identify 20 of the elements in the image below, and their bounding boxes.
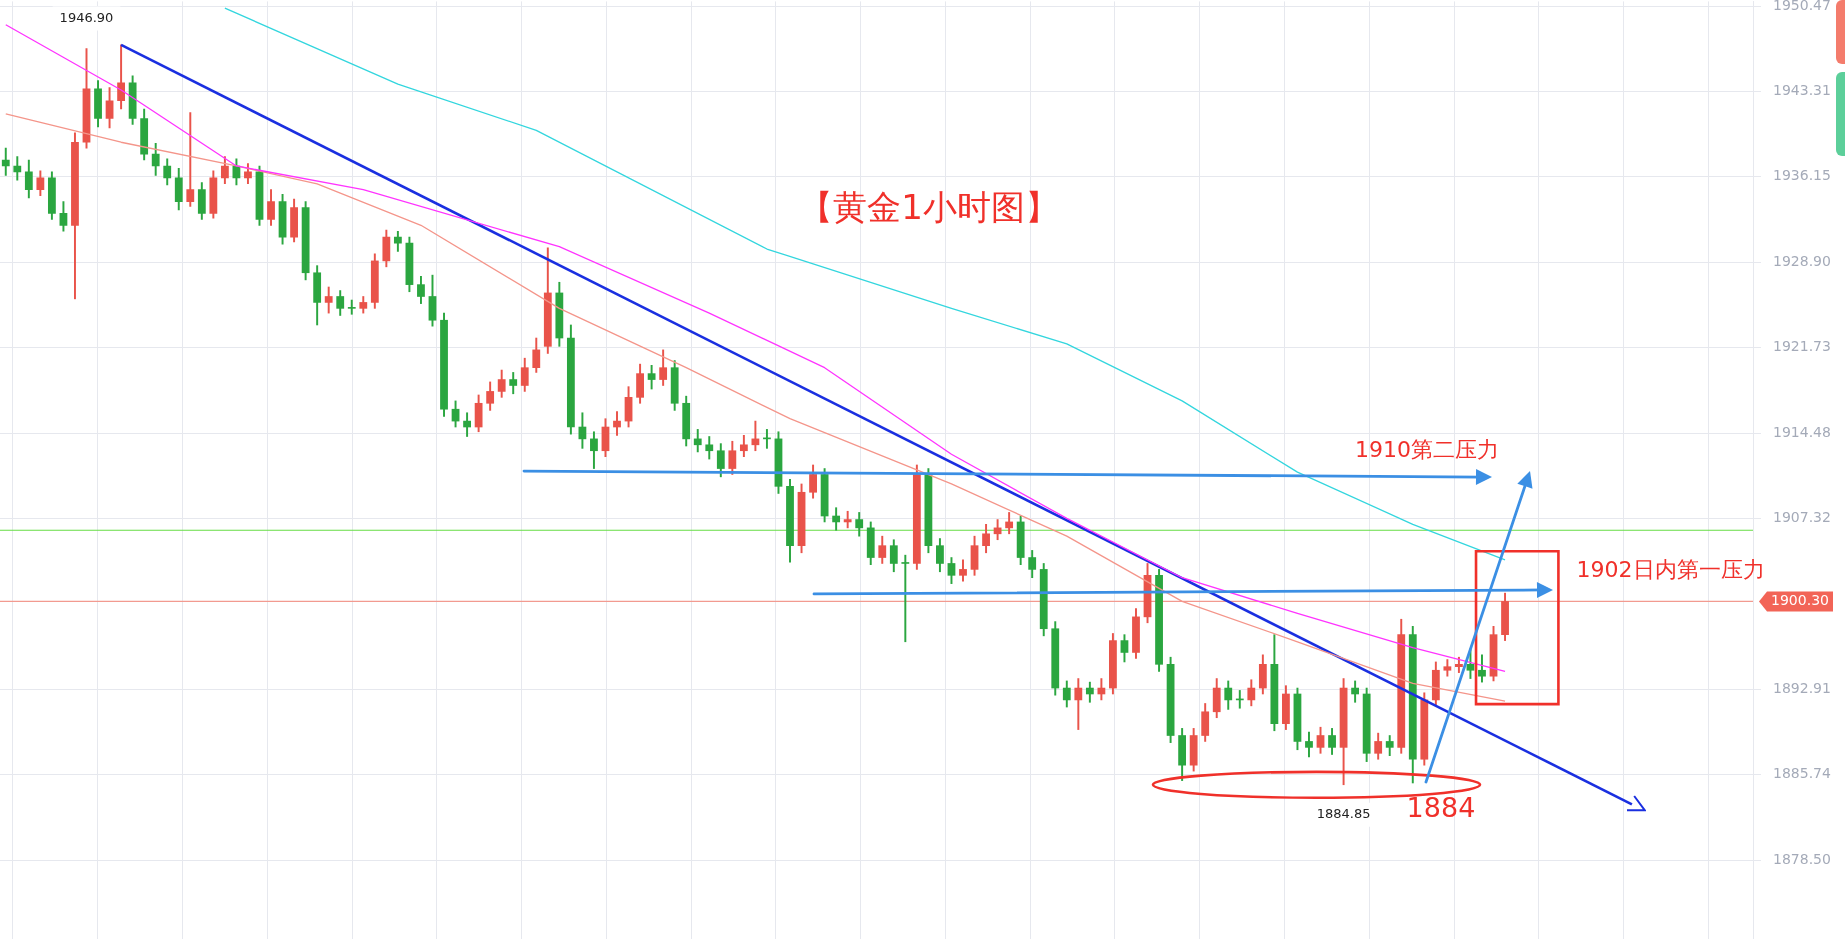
annotation: 1902日内第一压力	[1576, 556, 1765, 582]
candlestick	[347, 299, 356, 315]
y-tick-label: 1892.91	[1773, 679, 1831, 696]
annotation: 1946.90	[59, 9, 114, 25]
y-tick-label: 1878.50	[1773, 850, 1831, 867]
y-tick-label: 1907.32	[1773, 508, 1831, 525]
text: 【黄金1小时图】	[799, 187, 1059, 228]
annotation: 1884	[1406, 792, 1476, 824]
candlestick	[1443, 659, 1452, 677]
y-tick-label: 1885.74	[1773, 764, 1831, 781]
y-tick-label: 1950.47	[1773, 0, 1831, 13]
y-tick-label: 1936.15	[1773, 166, 1831, 183]
candlestick	[901, 554, 910, 643]
y-tick-label: 1943.31	[1773, 81, 1831, 98]
y-tick-label: 1921.73	[1773, 337, 1831, 354]
annotation: 1884.85	[1316, 806, 1371, 822]
y-tick-label: 1914.48	[1773, 423, 1831, 440]
annotation: 1910第二压力	[1354, 437, 1499, 463]
ref-line-label: 1900.30	[1771, 592, 1829, 609]
y-tick-label: 1928.90	[1773, 252, 1831, 269]
